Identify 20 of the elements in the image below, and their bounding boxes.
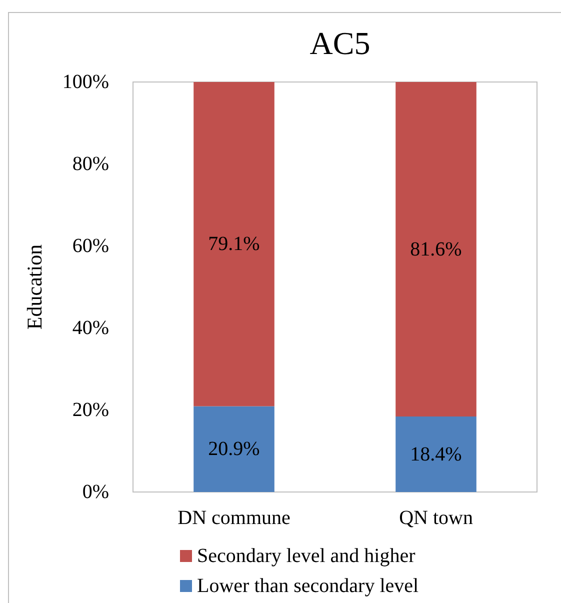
data-label: 81.6%	[410, 238, 462, 260]
data-label: 18.4%	[410, 443, 462, 466]
legend-label: Lower than secondary level	[197, 575, 420, 597]
bar	[194, 82, 274, 406]
y-tick-label: 0%	[82, 481, 109, 503]
y-tick-label: 40%	[72, 317, 109, 339]
x-tick-label: DN commune	[178, 507, 290, 529]
data-label: 79.1%	[208, 233, 260, 256]
y-tick-label: 20%	[72, 399, 109, 421]
chart-title: AC5	[310, 25, 370, 61]
y-axis-title: Education	[22, 244, 46, 330]
y-tick-label: 60%	[72, 235, 109, 257]
bar	[194, 406, 274, 492]
data-label: 20.9%	[208, 438, 260, 460]
bar	[396, 416, 476, 492]
x-tick-label: QN town	[399, 507, 473, 529]
bar	[396, 82, 476, 417]
y-tick-label: 100%	[62, 71, 109, 93]
legend-label: Secondary level and higher	[197, 545, 416, 567]
y-tick-label: 80%	[72, 153, 109, 175]
